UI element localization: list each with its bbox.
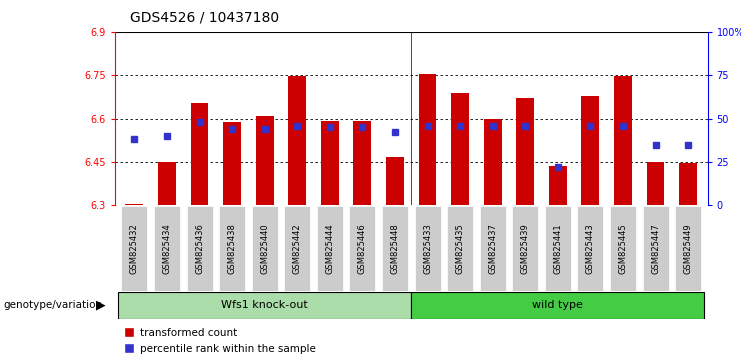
- FancyBboxPatch shape: [118, 292, 411, 319]
- FancyBboxPatch shape: [675, 206, 701, 291]
- Text: GSM825435: GSM825435: [456, 223, 465, 274]
- Bar: [223, 122, 241, 205]
- Bar: [451, 93, 469, 205]
- Text: GSM825441: GSM825441: [554, 223, 562, 274]
- FancyBboxPatch shape: [577, 206, 603, 291]
- FancyBboxPatch shape: [414, 206, 441, 291]
- Bar: [353, 121, 371, 205]
- Legend: transformed count, percentile rank within the sample: transformed count, percentile rank withi…: [120, 324, 320, 354]
- Text: GSM825433: GSM825433: [423, 223, 432, 274]
- Bar: [125, 204, 143, 205]
- FancyBboxPatch shape: [447, 206, 473, 291]
- Text: GSM825447: GSM825447: [651, 223, 660, 274]
- Text: GSM825437: GSM825437: [488, 223, 497, 274]
- FancyBboxPatch shape: [154, 206, 180, 291]
- Text: GSM825449: GSM825449: [684, 223, 693, 274]
- FancyBboxPatch shape: [642, 206, 668, 291]
- FancyBboxPatch shape: [219, 206, 245, 291]
- Text: wild type: wild type: [532, 300, 583, 310]
- FancyBboxPatch shape: [411, 292, 705, 319]
- FancyBboxPatch shape: [187, 206, 213, 291]
- FancyBboxPatch shape: [610, 206, 636, 291]
- Text: GSM825432: GSM825432: [130, 223, 139, 274]
- Bar: [679, 162, 697, 205]
- Bar: [582, 96, 599, 205]
- Bar: [386, 157, 404, 205]
- Text: GSM825439: GSM825439: [521, 223, 530, 274]
- FancyBboxPatch shape: [122, 206, 147, 291]
- Bar: [158, 162, 176, 205]
- Text: GSM825443: GSM825443: [586, 223, 595, 274]
- Bar: [484, 119, 502, 205]
- Text: GSM825445: GSM825445: [619, 223, 628, 274]
- Text: GSM825440: GSM825440: [260, 223, 269, 274]
- FancyBboxPatch shape: [317, 206, 343, 291]
- FancyBboxPatch shape: [545, 206, 571, 291]
- Text: GSM825442: GSM825442: [293, 223, 302, 274]
- Bar: [647, 162, 665, 205]
- FancyBboxPatch shape: [479, 206, 505, 291]
- Bar: [516, 98, 534, 205]
- Text: ▶: ▶: [96, 299, 106, 312]
- FancyBboxPatch shape: [285, 206, 310, 291]
- Text: GSM825434: GSM825434: [162, 223, 171, 274]
- Text: GSM825438: GSM825438: [227, 223, 236, 274]
- Bar: [321, 121, 339, 205]
- Text: GSM825436: GSM825436: [195, 223, 204, 274]
- Bar: [256, 116, 273, 205]
- Text: GSM825444: GSM825444: [325, 223, 334, 274]
- FancyBboxPatch shape: [382, 206, 408, 291]
- Text: GDS4526 / 10437180: GDS4526 / 10437180: [130, 11, 279, 25]
- Text: GSM825448: GSM825448: [391, 223, 399, 274]
- FancyBboxPatch shape: [252, 206, 278, 291]
- Text: Wfs1 knock-out: Wfs1 knock-out: [222, 300, 308, 310]
- FancyBboxPatch shape: [349, 206, 376, 291]
- Text: GSM825446: GSM825446: [358, 223, 367, 274]
- Bar: [614, 76, 632, 205]
- Text: genotype/variation: genotype/variation: [4, 300, 103, 310]
- Bar: [190, 103, 208, 205]
- Bar: [549, 166, 567, 205]
- Bar: [419, 74, 436, 205]
- FancyBboxPatch shape: [512, 206, 538, 291]
- Bar: [288, 76, 306, 205]
